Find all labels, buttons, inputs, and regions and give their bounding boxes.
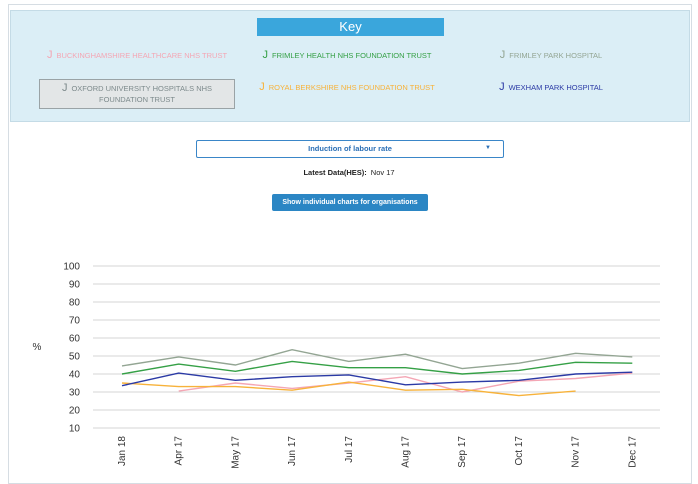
y-tick-label: 60 — [69, 334, 81, 345]
key-icon: j — [46, 49, 53, 61]
key-label: WEXHAM PARK HOSPITAL — [508, 83, 603, 92]
key-item[interactable]: j FRIMLEY HEALTH NHS FOUNDATION TRUST — [249, 47, 445, 64]
x-tick-label: Sep 17 — [457, 436, 468, 468]
dropdown-label: Induction of labour rate — [308, 144, 392, 153]
key-item[interactable]: j FRIMLEY PARK HOSPITAL — [453, 47, 649, 64]
key-label: OXFORD UNIVERSITY HOSPITALS NHS FOUNDATI… — [71, 84, 213, 104]
y-tick-label: 80 — [69, 298, 81, 309]
measure-dropdown[interactable]: Induction of labour rate ▼ — [196, 140, 504, 158]
x-tick-label: Dec 17 — [627, 436, 638, 468]
x-tick-label: Jul 17 — [344, 436, 355, 463]
x-tick-label: May 17 — [230, 436, 241, 469]
key-label: FRIMLEY PARK HOSPITAL — [509, 51, 603, 60]
key-item[interactable]: j WEXHAM PARK HOSPITAL — [453, 79, 649, 96]
latest-label: Latest Data(HES): — [303, 168, 367, 177]
y-tick-label: 40 — [69, 370, 81, 381]
series-line — [121, 381, 576, 397]
key-title: Key — [257, 18, 444, 36]
x-tick-label: Oct 17 — [514, 436, 525, 466]
dropdown-arrow: ▼ — [485, 145, 491, 151]
x-tick-label: Jun 17 — [287, 436, 298, 466]
series-line — [121, 360, 633, 375]
y-tick-label: 90 — [69, 280, 81, 291]
key-panel: Key j BUCKINGHAMSHIRE HEALTHCARE NHS TRUS… — [10, 10, 690, 122]
series-line — [121, 348, 633, 370]
key-label: BUCKINGHAMSHIRE HEALTHCARE NHS TRUST — [56, 51, 228, 60]
series-line — [178, 372, 633, 393]
y-tick-label: 10 — [69, 424, 81, 435]
key-item[interactable]: j OXFORD UNIVERSITY HOSPITALS NHS FOUNDAT… — [39, 79, 235, 109]
key-icon: j — [499, 81, 505, 93]
x-tick-label: Jan 18 — [117, 436, 128, 466]
key-item[interactable]: j ROYAL BERKSHIRE NHS FOUNDATION TRUST — [249, 79, 445, 96]
key-label: ROYAL BERKSHIRE NHS FOUNDATION TRUST — [268, 83, 435, 92]
key-label: FRIMLEY HEALTH NHS FOUNDATION TRUST — [272, 51, 432, 60]
y-tick-label: 50 — [69, 352, 81, 363]
latest-value: Nov 17 — [370, 168, 395, 177]
x-tick-label: Apr 17 — [174, 436, 185, 466]
y-tick-label: 30 — [69, 388, 81, 399]
x-tick-label: Aug 17 — [401, 436, 412, 468]
latest-data: Latest Data(HES): Nov 17 — [0, 168, 698, 177]
key-icon: j — [262, 49, 269, 61]
key-icon: j — [259, 81, 265, 93]
y-axis-label: % — [33, 342, 42, 353]
series-line — [121, 371, 633, 387]
y-tick-label: 100 — [63, 262, 80, 273]
y-tick-label: 20 — [69, 406, 81, 417]
show-charts-button[interactable]: Show individual charts for organisations — [272, 194, 428, 211]
key-icon: j — [61, 82, 68, 94]
y-tick-label: 70 — [69, 316, 81, 327]
x-tick-label: Nov 17 — [571, 436, 582, 468]
key-item[interactable]: j BUCKINGHAMSHIRE HEALTHCARE NHS TRUST — [39, 47, 235, 64]
key-icon: j — [499, 49, 506, 61]
